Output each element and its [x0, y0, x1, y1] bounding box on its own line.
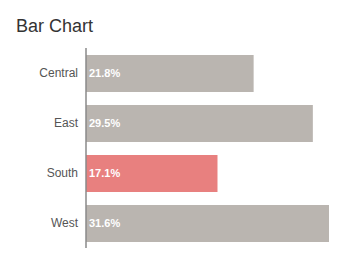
svg-text:Central: Central [39, 66, 78, 80]
html-text:Bar Chart: Bar Chart [16, 16, 93, 36]
svg-text:East: East [54, 116, 79, 130]
svg-text:21.8%: 21.8% [89, 67, 120, 79]
svg-text:17.1%: 17.1% [89, 167, 120, 179]
svg-text:South: South [47, 166, 78, 180]
svg-text:31.6%: 31.6% [89, 217, 120, 229]
svg-text:29.5%: 29.5% [89, 117, 120, 129]
svg-text:West: West [51, 216, 79, 230]
